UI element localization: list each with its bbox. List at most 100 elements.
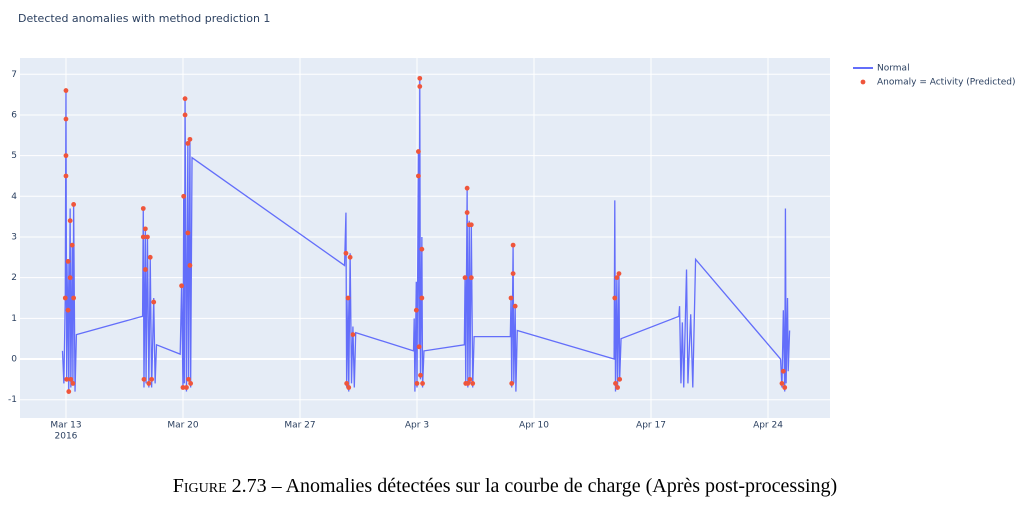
anomaly-point bbox=[180, 385, 186, 390]
anomaly-point bbox=[509, 381, 515, 386]
anomaly-point bbox=[182, 96, 188, 102]
anomaly-point bbox=[142, 226, 148, 232]
anomaly-point bbox=[414, 381, 420, 386]
anomaly-point bbox=[417, 75, 423, 81]
anomaly-point bbox=[350, 332, 356, 338]
anomaly-point bbox=[612, 295, 618, 301]
anomaly-point bbox=[510, 271, 516, 276]
anomaly-point bbox=[179, 283, 184, 289]
y-tick-label: 1 bbox=[11, 314, 17, 324]
anomaly-point bbox=[69, 242, 75, 248]
anomaly-point bbox=[151, 299, 157, 305]
anomaly-point bbox=[145, 234, 150, 240]
anomaly-point bbox=[71, 295, 77, 301]
anomaly-point bbox=[470, 381, 476, 386]
anomaly-point bbox=[344, 381, 350, 386]
legend-label: Normal bbox=[877, 64, 910, 74]
anomaly-point bbox=[468, 222, 474, 228]
anomaly-point bbox=[465, 381, 471, 386]
anomaly-point bbox=[186, 376, 191, 382]
anomaly-point bbox=[616, 271, 622, 276]
anomaly-point bbox=[346, 385, 352, 390]
anomaly-point bbox=[420, 381, 425, 386]
anomaly-point bbox=[187, 136, 193, 142]
anomaly-point bbox=[70, 381, 76, 386]
anomaly-point bbox=[345, 295, 351, 301]
x-tick-label: Apr 17 bbox=[636, 421, 666, 431]
y-tick-label: 4 bbox=[11, 192, 17, 202]
caption: Figure 2.73 – Anomalies détectées sur la… bbox=[173, 475, 837, 497]
anomaly-point bbox=[146, 381, 152, 386]
caption-label: Figure 2.73 bbox=[173, 475, 267, 497]
anomaly-point bbox=[615, 385, 620, 390]
anomaly-point bbox=[184, 385, 189, 390]
legend-label: Anomaly = Activity (Predicted) bbox=[877, 78, 1016, 88]
anomaly-point bbox=[779, 381, 785, 386]
anomaly-point bbox=[63, 88, 69, 93]
caption-text: – Anomalies détectées sur la courbe de c… bbox=[271, 475, 838, 497]
x-tick-label: Mar 20 bbox=[167, 421, 199, 431]
anomaly-point bbox=[464, 210, 470, 215]
anomaly-point bbox=[149, 376, 155, 382]
anomaly-point bbox=[782, 385, 788, 390]
y-tick-label: -1 bbox=[8, 395, 17, 405]
y-tick-label: 3 bbox=[11, 232, 17, 242]
y-tick-label: 0 bbox=[11, 355, 17, 365]
anomaly-point bbox=[65, 258, 71, 264]
anomaly-point bbox=[462, 275, 468, 281]
anomaly-point bbox=[417, 84, 423, 89]
anomaly-point bbox=[141, 376, 147, 382]
anomaly-point bbox=[347, 254, 353, 260]
anomaly-point bbox=[419, 246, 425, 252]
y-tick-label: 7 bbox=[11, 70, 17, 80]
x-tick-label: Apr 24 bbox=[753, 421, 783, 431]
x-tick-sublabel: 2016 bbox=[55, 432, 78, 442]
data-line bbox=[61, 78, 791, 392]
x-tick-label: Mar 27 bbox=[284, 421, 315, 431]
anomaly-point bbox=[187, 263, 193, 268]
anomaly-point bbox=[416, 344, 422, 350]
anomaly-point bbox=[617, 376, 623, 382]
x-tick-label: Apr 3 bbox=[405, 421, 429, 431]
anomaly-point bbox=[140, 206, 146, 211]
anomaly-point bbox=[142, 267, 148, 272]
anomaly-point bbox=[66, 389, 72, 394]
x-tick-label: Mar 13 bbox=[50, 421, 81, 431]
anomaly-point bbox=[415, 149, 421, 154]
anomaly-point bbox=[67, 275, 73, 281]
anomaly-point bbox=[68, 376, 74, 382]
anomaly-point bbox=[508, 295, 514, 301]
anomaly-point bbox=[419, 295, 425, 301]
anomaly-point bbox=[343, 250, 349, 256]
anomaly-point bbox=[182, 112, 188, 118]
anomaly-point bbox=[71, 202, 77, 207]
legend-swatch bbox=[860, 79, 866, 85]
anomaly-point bbox=[64, 376, 70, 382]
anomaly-point bbox=[188, 381, 194, 386]
anomaly-point bbox=[510, 242, 516, 248]
anomaly-point bbox=[63, 116, 69, 122]
anomaly-point bbox=[147, 254, 153, 260]
anomaly-point bbox=[181, 193, 187, 199]
anomaly-point bbox=[613, 381, 618, 386]
anomaly-point bbox=[468, 275, 474, 281]
y-tick-label: 5 bbox=[11, 151, 17, 161]
anomaly-point bbox=[63, 173, 69, 179]
anomaly-point bbox=[185, 230, 191, 236]
anomaly-point bbox=[140, 234, 146, 240]
anomaly-point bbox=[415, 173, 421, 179]
anomaly-point bbox=[418, 372, 423, 378]
anomaly-point bbox=[62, 295, 68, 301]
y-tick-label: 6 bbox=[11, 110, 17, 120]
anomaly-point bbox=[63, 153, 69, 159]
anomaly-point bbox=[65, 307, 71, 313]
y-tick-label: 2 bbox=[11, 273, 17, 283]
anomaly-point bbox=[185, 141, 191, 146]
anomaly-point bbox=[780, 368, 786, 374]
anomaly-point bbox=[512, 303, 518, 309]
anomaly-point bbox=[467, 376, 473, 382]
x-tick-label: Apr 10 bbox=[519, 421, 549, 431]
anomaly-point bbox=[614, 275, 620, 281]
chart-title: Detected anomalies with method predictio… bbox=[18, 12, 270, 25]
